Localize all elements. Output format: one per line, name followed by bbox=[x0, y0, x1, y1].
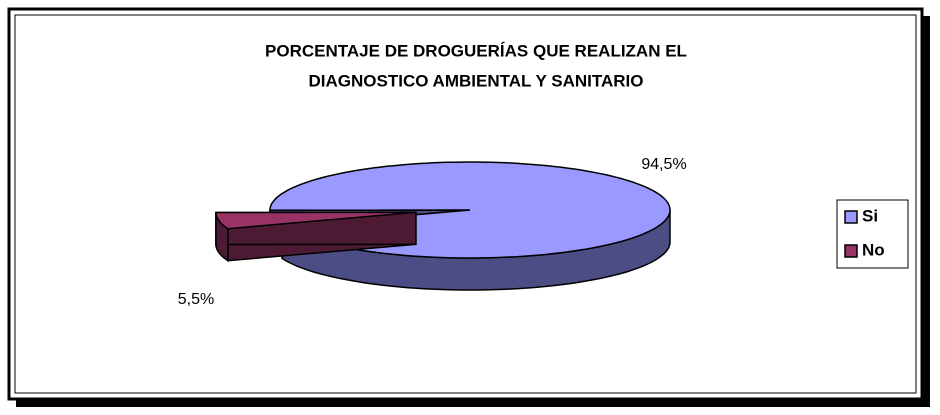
data-label: 94,5% bbox=[641, 156, 686, 173]
chart-title: DIAGNOSTICO AMBIENTAL Y SANITARIO bbox=[309, 71, 644, 90]
data-label: 5,5% bbox=[178, 291, 214, 308]
slice bbox=[215, 211, 416, 230]
frame-inner bbox=[14, 14, 917, 394]
chart-title: PORCENTAJE DE DROGUERÍAS QUE REALIZAN EL bbox=[265, 41, 687, 60]
legend-swatch bbox=[844, 244, 858, 258]
legend-label: No bbox=[862, 240, 885, 259]
legend-swatch bbox=[844, 210, 858, 224]
legend-label: Si bbox=[862, 206, 878, 225]
